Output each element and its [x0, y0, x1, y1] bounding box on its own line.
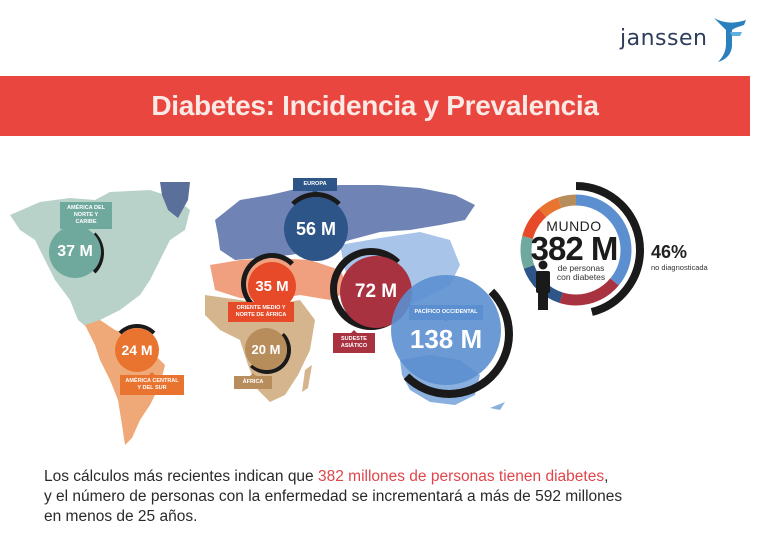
bubble-north-america: 37 M: [49, 226, 101, 278]
footer-text: Los cálculos más recientes indican que 3…: [44, 467, 622, 527]
world-sub-1: de personas: [557, 263, 605, 273]
world-sub-2: con diabetes: [556, 272, 606, 282]
ring-south-america: [111, 324, 163, 376]
value-western-pacific: 138 M: [409, 324, 483, 354]
undiagnosed-label: no diagnosticada: [651, 263, 708, 272]
label-europe: EUROPA: [293, 178, 337, 194]
janssen-mark-icon: [714, 18, 746, 62]
label-mena: ORIENTE MEDIO Y NORTE DE ÁFRICA: [228, 299, 294, 322]
ring-western-pacific: [385, 270, 513, 398]
footer-line-3: en menos de 25 años.: [44, 508, 198, 525]
bubble-western-pacific: PACÍFICO OCCIDENTAL 138 M: [391, 275, 501, 385]
footer-line-2: y el número de personas con la enfermeda…: [44, 488, 623, 505]
ring-africa: [243, 326, 291, 374]
person-icon: [536, 260, 550, 310]
label-south-america: AMÉRICA CENTRAL Y DEL SUR: [120, 372, 184, 395]
ring-mena: [241, 253, 303, 315]
highlight-text: 382 millones de personas tienen diabetes: [317, 468, 605, 485]
label-africa: ÁFRICA: [234, 373, 272, 389]
undiagnosed-stat: 46% no diagnosticada: [651, 242, 708, 272]
footer-line-1: Los cálculos más recientes indican que 3…: [44, 468, 609, 485]
world-summary: MUNDO 382 M de personas con diabetes: [528, 218, 620, 282]
undiagnosed-pct: 46%: [651, 242, 688, 262]
brand-name: janssen: [620, 26, 708, 51]
world-heading: MUNDO: [546, 218, 602, 234]
world-donut: [512, 182, 644, 318]
janssen-logo: janssen: [612, 12, 752, 64]
title-bar: Diabetes: Incidencia y Prevalencia: [0, 76, 750, 136]
page-title: Diabetes: Incidencia y Prevalencia: [151, 90, 599, 121]
label-western-pacific: PACÍFICO OCCIDENTAL: [409, 305, 483, 322]
bubble-europe: 56 M: [284, 197, 348, 261]
label-southeast-asia: SUDESTE ASIÁTICO: [333, 330, 375, 353]
bubble-south-america: 24 M: [115, 328, 159, 372]
ring-north-america: [46, 224, 104, 282]
ring-europe: [281, 192, 351, 262]
bubble-africa: 20 M: [245, 328, 287, 370]
world-value: 382 M: [530, 230, 619, 267]
